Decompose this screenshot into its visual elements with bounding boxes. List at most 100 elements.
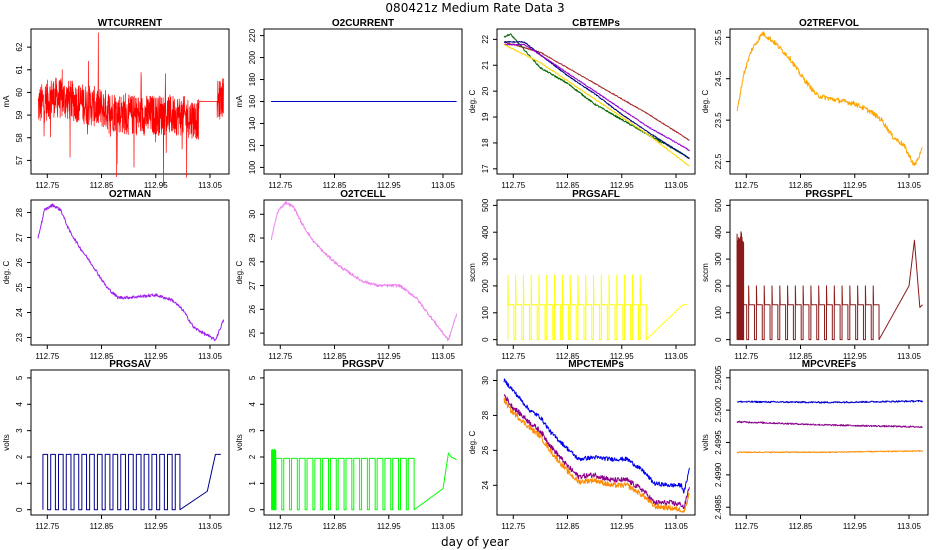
panel-o2tman: O2TMAN 112.75 112.85 112.95 113.05 23 24 25 26 27… (2, 189, 230, 361)
chart-title: O2TCELL (340, 189, 386, 200)
x-tick-label: 112.75 (734, 181, 758, 190)
y-tick-label: 28 (481, 410, 490, 419)
y-tick-label: 200 (714, 279, 723, 293)
y-tick-label: 28 (248, 257, 257, 266)
y-tick-label: 1 (248, 481, 257, 486)
y-tick-label: 0 (15, 507, 24, 512)
series-line-o2trefvol (736, 31, 923, 167)
y-tick-label: 23 (15, 333, 24, 342)
y-tick-label: 2.5000 (714, 397, 723, 422)
plot-frame (729, 28, 929, 175)
x-tick-label: 112.85 (90, 181, 114, 190)
series-line-prgspv (271, 448, 457, 511)
y-tick-label: 30 (481, 375, 490, 384)
y-tick-label: 500 (714, 198, 723, 212)
y-tick-label: 60 (15, 87, 24, 96)
x-tick-label: 112.95 (377, 352, 401, 361)
y-tick-label: 300 (714, 252, 723, 266)
y-tick-label: 22.5 (714, 153, 723, 169)
y-tick-label: 25.5 (714, 29, 723, 45)
series-line-vref3 (736, 449, 924, 454)
y-tick-label: 58 (15, 133, 24, 142)
y-tick-label: 19 (481, 112, 490, 121)
panel-prgspv: PRGSPV 112.75 112.85 112.95 113.05 0 1 2 3 4 5 volt… (235, 359, 463, 531)
x-tick-label: 112.75 (35, 181, 59, 190)
x-tick-label: 112.85 (323, 522, 347, 531)
x-tick-label: 113.05 (431, 522, 455, 531)
y-axis-label: deg. C (2, 260, 11, 284)
series-line-cb5 (503, 43, 690, 167)
x-tick-label: 113.05 (664, 522, 688, 531)
x-tick-label: 113.05 (897, 522, 921, 531)
chart-title: O2TMAN (109, 189, 151, 200)
x-tick-label: 112.75 (268, 181, 292, 190)
series-line-mpc2 (503, 394, 691, 510)
y-axis-label: volts (2, 434, 11, 450)
series-line-cb4 (503, 43, 690, 152)
y-axis-label: deg. C (701, 89, 710, 113)
series-line-mpc3 (503, 397, 690, 513)
x-tick-label: 112.85 (789, 522, 813, 531)
y-tick-label: 61 (15, 65, 24, 74)
panel-o2tcell: O2TCELL 112.75 112.85 112.95 113.05 25 26 27 28 2… (235, 189, 463, 361)
y-tick-label: 2.4990 (714, 462, 723, 487)
panel-prgspfl: PRGSPFL 112.75 112.85 112.95 113.05 0 100 200 30… (701, 189, 929, 361)
y-tick-label: 100 (248, 160, 257, 174)
y-tick-label: 100 (714, 306, 723, 320)
series-line-o2tman (37, 203, 225, 342)
y-tick-label: 59 (15, 110, 24, 119)
x-tick-label: 113.05 (664, 352, 688, 361)
x-tick-label: 112.85 (789, 352, 813, 361)
plot-frame (30, 369, 230, 516)
y-tick-label: 400 (714, 225, 723, 239)
chart-title: PRGSPFL (805, 189, 852, 200)
y-tick-label: 24 (481, 480, 490, 489)
y-tick-label: 4 (15, 401, 24, 406)
x-tick-label: 112.75 (501, 522, 525, 531)
series-line-wtcurrent (37, 32, 224, 187)
y-axis-label: deg. C (468, 89, 477, 113)
series-line-vref1 (736, 399, 924, 404)
y-tick-label: 2 (248, 454, 257, 459)
y-axis-label: mA (235, 95, 244, 108)
x-tick-label: 112.95 (843, 352, 867, 361)
y-tick-label: 0 (248, 507, 257, 512)
plot-frame (263, 369, 463, 516)
y-tick-label: 26 (481, 445, 490, 454)
panel-o2current: O2CURRENT 112.75 112.85 112.95 113.05 100 120 1… (235, 18, 463, 190)
plot-frame (729, 369, 929, 516)
y-tick-label: 140 (248, 116, 257, 130)
y-tick-label: 24 (15, 308, 24, 317)
y-axis-label: deg. C (468, 430, 477, 454)
y-tick-label: 27 (248, 281, 257, 290)
chart-title: MPCTEMPs (568, 359, 624, 370)
x-tick-label: 112.95 (610, 352, 634, 361)
y-tick-label: 300 (481, 252, 490, 266)
y-axis-label: sccm (468, 263, 477, 282)
series-line-prgspfl (736, 231, 923, 341)
y-tick-label: 2.4985 (714, 494, 723, 519)
x-tick-label: 112.75 (501, 352, 525, 361)
y-tick-label: 57 (15, 155, 24, 164)
plot-frame (729, 199, 929, 346)
y-tick-label: 120 (248, 138, 257, 152)
y-axis-label: volts (235, 434, 244, 450)
chart-title: WTCURRENT (98, 18, 162, 29)
y-tick-label: 26 (248, 304, 257, 313)
y-tick-label: 400 (481, 225, 490, 239)
x-tick-label: 112.95 (610, 181, 634, 190)
chart-title: PRGSAFL (572, 189, 620, 200)
y-tick-label: 4 (248, 401, 257, 406)
y-tick-label: 22 (481, 34, 490, 43)
y-tick-label: 23.5 (714, 112, 723, 128)
plot-frame (496, 369, 696, 516)
chart-title: MPCVREFs (802, 359, 857, 370)
x-tick-label: 113.05 (431, 352, 455, 361)
y-tick-label: 2.5005 (714, 365, 723, 390)
x-tick-label: 113.05 (664, 181, 688, 190)
y-tick-label: 5 (15, 375, 24, 380)
y-tick-label: 62 (15, 42, 24, 51)
chart-title: O2TREFVOL (799, 18, 859, 29)
chart-title: CBTEMPs (572, 18, 620, 29)
